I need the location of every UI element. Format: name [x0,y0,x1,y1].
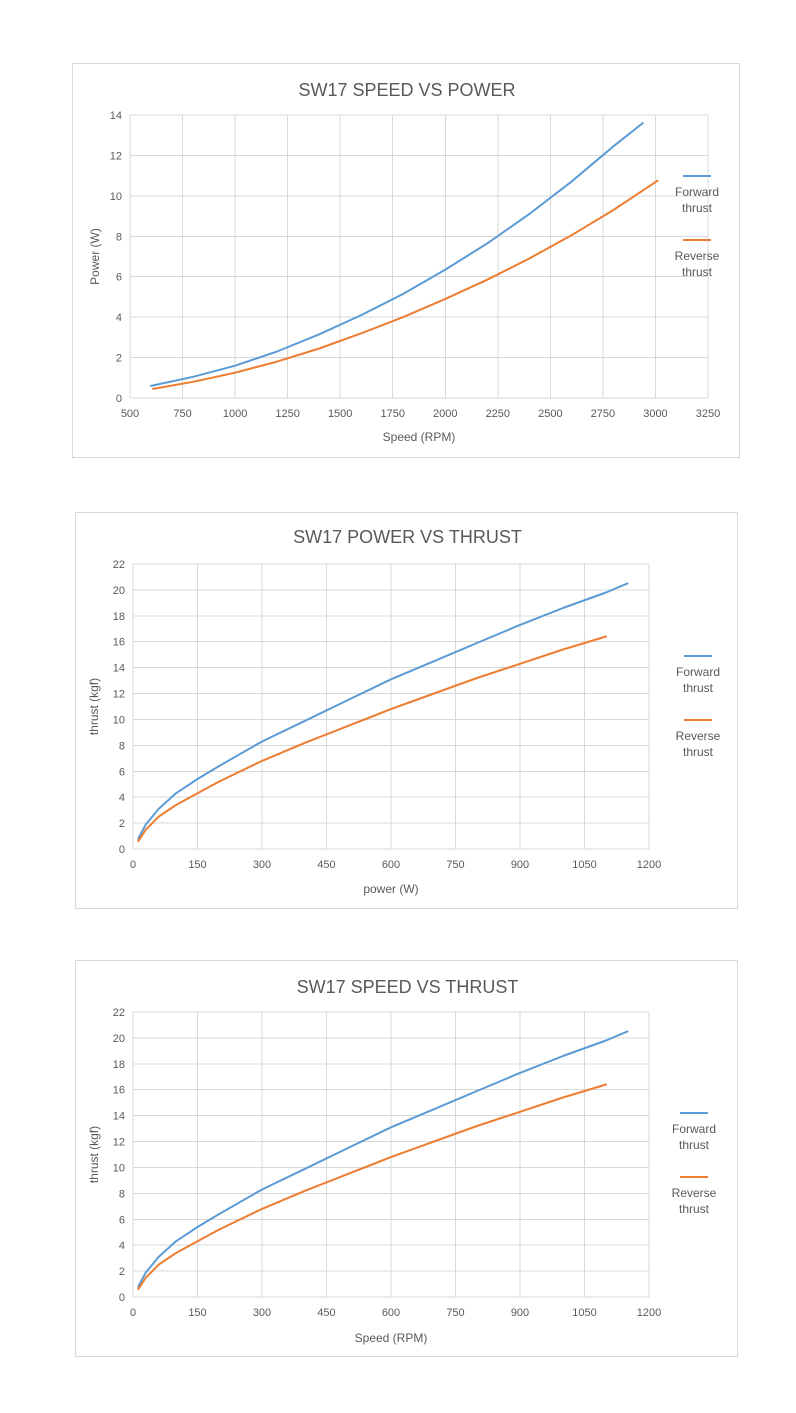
y-tick-label: 8 [119,1188,125,1200]
legend-reverse-label-2: thrust [679,1202,710,1216]
legend-reverse-label: Reverse [672,1186,717,1200]
x-tick-label: 0 [130,1307,136,1319]
reverse-thrust-series-line [137,635,607,843]
x-tick-label: 1050 [572,1307,596,1319]
y-tick-label: 4 [119,792,125,804]
y-tick-label: 14 [110,110,122,122]
y-tick-label: 10 [113,714,125,726]
y-tick-label: 12 [113,689,125,701]
x-tick-label: 750 [173,408,191,420]
x-tick-label: 900 [511,1307,529,1319]
chart-title: SW17 POWER VS THRUST [293,527,522,547]
legend-reverse-label-2: thrust [682,265,713,279]
x-tick-label: 1200 [637,1307,661,1319]
x-tick-label: 2000 [433,408,457,420]
x-tick-label: 2750 [591,408,615,420]
x-tick-label: 2250 [486,408,510,420]
x-tick-label: 450 [317,1307,335,1319]
legend-forward-label: Forward [672,1122,716,1136]
y-tick-label: 22 [113,1007,125,1019]
legend: Forward thrust Reverse thrust [675,175,720,279]
reverse-thrust-series-line [152,179,659,390]
x-tick-label: 900 [511,859,529,871]
y-tick-label: 12 [113,1137,125,1149]
y-tick-label: 22 [113,559,125,571]
forward-thrust-series-line [137,1030,629,1288]
forward-thrust-series-line [137,582,629,840]
y-tick-label: 6 [119,1214,125,1226]
chart-speed-vs-power: SW17 SPEED VS POWER 0 2 4 6 8 10 12 14 500 750 1000… [72,63,740,458]
x-tick-label: 0 [130,859,136,871]
y-tick-label: 2 [116,353,122,365]
y-axis-label: thrust (kgf) [87,678,101,735]
x-tick-label: 3250 [696,408,720,420]
chart-speed-vs-thrust-svg: SW17 SPEED VS THRUST 0 2 4 6 8 10 12 14 16 18 20 22 0… [87,977,717,1345]
y-axis-label: thrust (kgf) [87,1126,101,1183]
legend: Forward thrust Reverse thrust [676,655,721,759]
legend-forward-label: Forward [675,185,719,199]
x-tick-label: 1500 [328,408,352,420]
y-tick-label: 14 [113,663,125,675]
legend: Forward thrust Reverse thrust [672,1112,717,1216]
y-tick-label: 2 [119,818,125,830]
y-tick-label: 6 [116,272,122,284]
x-tick-label: 600 [382,1307,400,1319]
y-tick-label: 6 [119,766,125,778]
y-tick-label: 20 [113,1033,125,1045]
y-tick-label: 8 [116,231,122,243]
y-tick-label: 18 [113,611,125,623]
chart-title: SW17 SPEED VS POWER [298,80,515,100]
x-tick-label: 1000 [223,408,247,420]
forward-thrust-series-line [150,122,644,387]
chart-power-vs-thrust: SW17 POWER VS THRUST 0 2 4 6 8 10 12 14 16 18 20 22 0… [75,512,738,909]
x-tick-label: 3000 [643,408,667,420]
y-tick-label: 0 [116,393,122,405]
legend-forward-label-2: thrust [682,201,713,215]
chart-speed-vs-thrust: SW17 SPEED VS THRUST 0 2 4 6 8 10 12 14 16 18 20 22 0… [75,960,738,1357]
y-tick-label: 16 [113,637,125,649]
legend-reverse-label: Reverse [675,249,720,263]
x-tick-label: 1250 [275,408,299,420]
x-tick-label: 2500 [538,408,562,420]
chart-power-vs-thrust-svg: SW17 POWER VS THRUST 0 2 4 6 8 10 12 14 16 18 20 22 0… [87,527,721,896]
y-tick-label: 0 [119,844,125,856]
legend-forward-label-2: thrust [683,681,714,695]
x-tick-label: 150 [188,1307,206,1319]
y-tick-label: 12 [110,150,122,162]
legend-reverse-label-2: thrust [683,745,714,759]
legend-forward-label-2: thrust [679,1138,710,1152]
y-tick-label: 16 [113,1085,125,1097]
y-tick-label: 4 [116,312,122,324]
x-axis-label: power (W) [363,882,418,896]
y-tick-label: 20 [113,585,125,597]
y-tick-label: 10 [110,191,122,203]
y-tick-label: 0 [119,1292,125,1304]
legend-forward-label: Forward [676,665,720,679]
x-tick-label: 500 [121,408,139,420]
x-tick-label: 300 [253,1307,271,1319]
x-axis-label: Speed (RPM) [355,1331,428,1345]
legend-reverse-label: Reverse [676,729,721,743]
chart-speed-vs-power-svg: SW17 SPEED VS POWER 0 2 4 6 8 10 12 14 500 750 1000… [88,80,720,444]
x-tick-label: 450 [317,859,335,871]
y-tick-label: 8 [119,740,125,752]
y-axis-label: Power (W) [88,228,102,285]
y-tick-label: 4 [119,1240,125,1252]
x-tick-label: 150 [188,859,206,871]
chart-title: SW17 SPEED VS THRUST [297,977,519,997]
x-tick-label: 1200 [637,859,661,871]
reverse-thrust-series-line [137,1083,607,1291]
y-tick-label: 10 [113,1162,125,1174]
x-tick-label: 1750 [380,408,404,420]
x-tick-label: 1050 [572,859,596,871]
x-axis-label: Speed (RPM) [383,430,456,444]
y-tick-label: 18 [113,1059,125,1071]
y-tick-label: 14 [113,1111,125,1123]
y-tick-label: 2 [119,1266,125,1278]
x-tick-label: 600 [382,859,400,871]
x-tick-label: 750 [446,1307,464,1319]
x-tick-label: 750 [446,859,464,871]
x-tick-label: 300 [253,859,271,871]
